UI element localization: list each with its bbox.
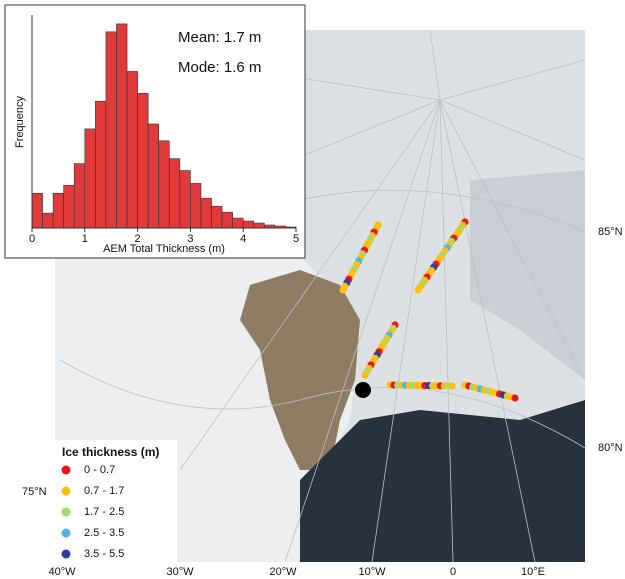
lon-label: 10°W xyxy=(358,566,386,578)
bar xyxy=(169,159,180,228)
track-dot xyxy=(511,394,518,401)
bar xyxy=(254,223,265,228)
lat-label: 75°N xyxy=(22,486,47,498)
bar xyxy=(148,124,159,228)
bar xyxy=(222,212,233,228)
legend: Ice thickness (m) 0 - 0.7 0.7 - 1.7 1.7 - … xyxy=(55,440,177,562)
bar xyxy=(53,193,64,228)
x-axis-label: AEM Total Thickness (m) xyxy=(103,243,225,255)
track-dot xyxy=(339,286,346,293)
bar xyxy=(201,198,212,228)
bar xyxy=(243,221,254,228)
bar xyxy=(190,183,201,228)
x-tick-label: 0 xyxy=(29,233,35,245)
annotation: Mode: 1.6 m xyxy=(178,59,261,76)
bar xyxy=(32,193,43,228)
legend-label: 0 - 0.7 xyxy=(84,464,115,476)
bar xyxy=(74,164,85,228)
page: 85°N 80°N 75°N 40°W 30°W 20°W 10°W 0 10°… xyxy=(0,0,625,579)
legend-swatch xyxy=(62,508,71,517)
lon-label: 0 xyxy=(450,566,456,578)
x-tick-label: 5 xyxy=(293,233,299,245)
legend-swatch xyxy=(62,550,71,559)
bar xyxy=(127,71,138,228)
legend-label: 0.7 - 1.7 xyxy=(84,485,124,497)
legend-label: 3.5 - 5.5 xyxy=(84,548,124,560)
legend-swatch xyxy=(62,487,71,496)
legend-swatch xyxy=(62,529,71,538)
legend-swatch xyxy=(62,466,71,475)
bar xyxy=(95,101,106,228)
y-axis-label: Frequency xyxy=(14,96,26,148)
bar xyxy=(138,93,149,228)
station xyxy=(355,382,371,398)
legend-label: 2.5 - 3.5 xyxy=(84,527,124,539)
bar xyxy=(106,32,117,228)
bar xyxy=(85,129,96,228)
bar xyxy=(180,171,191,228)
legend-label: 1.7 - 2.5 xyxy=(84,506,124,518)
legend-title: Ice thickness (m) xyxy=(62,445,159,459)
bar xyxy=(64,185,75,228)
bar xyxy=(43,213,54,228)
bar xyxy=(159,141,170,228)
bar xyxy=(116,24,127,228)
lon-label: 40°W xyxy=(48,566,76,578)
lat-label: 80°N xyxy=(598,442,623,454)
x-tick-label: 1 xyxy=(82,233,88,245)
track-dot xyxy=(414,286,421,293)
track-dot xyxy=(448,382,455,389)
x-tick-label: 4 xyxy=(240,233,246,245)
lon-label: 30°W xyxy=(166,566,194,578)
bar xyxy=(233,218,244,228)
annotation: Mean: 1.7 m xyxy=(178,29,261,46)
lon-label: 20°W xyxy=(269,566,297,578)
lat-label: 85°N xyxy=(598,226,623,238)
track-dot xyxy=(361,371,368,378)
lon-label: 10°E xyxy=(521,566,545,578)
bar xyxy=(212,206,223,228)
